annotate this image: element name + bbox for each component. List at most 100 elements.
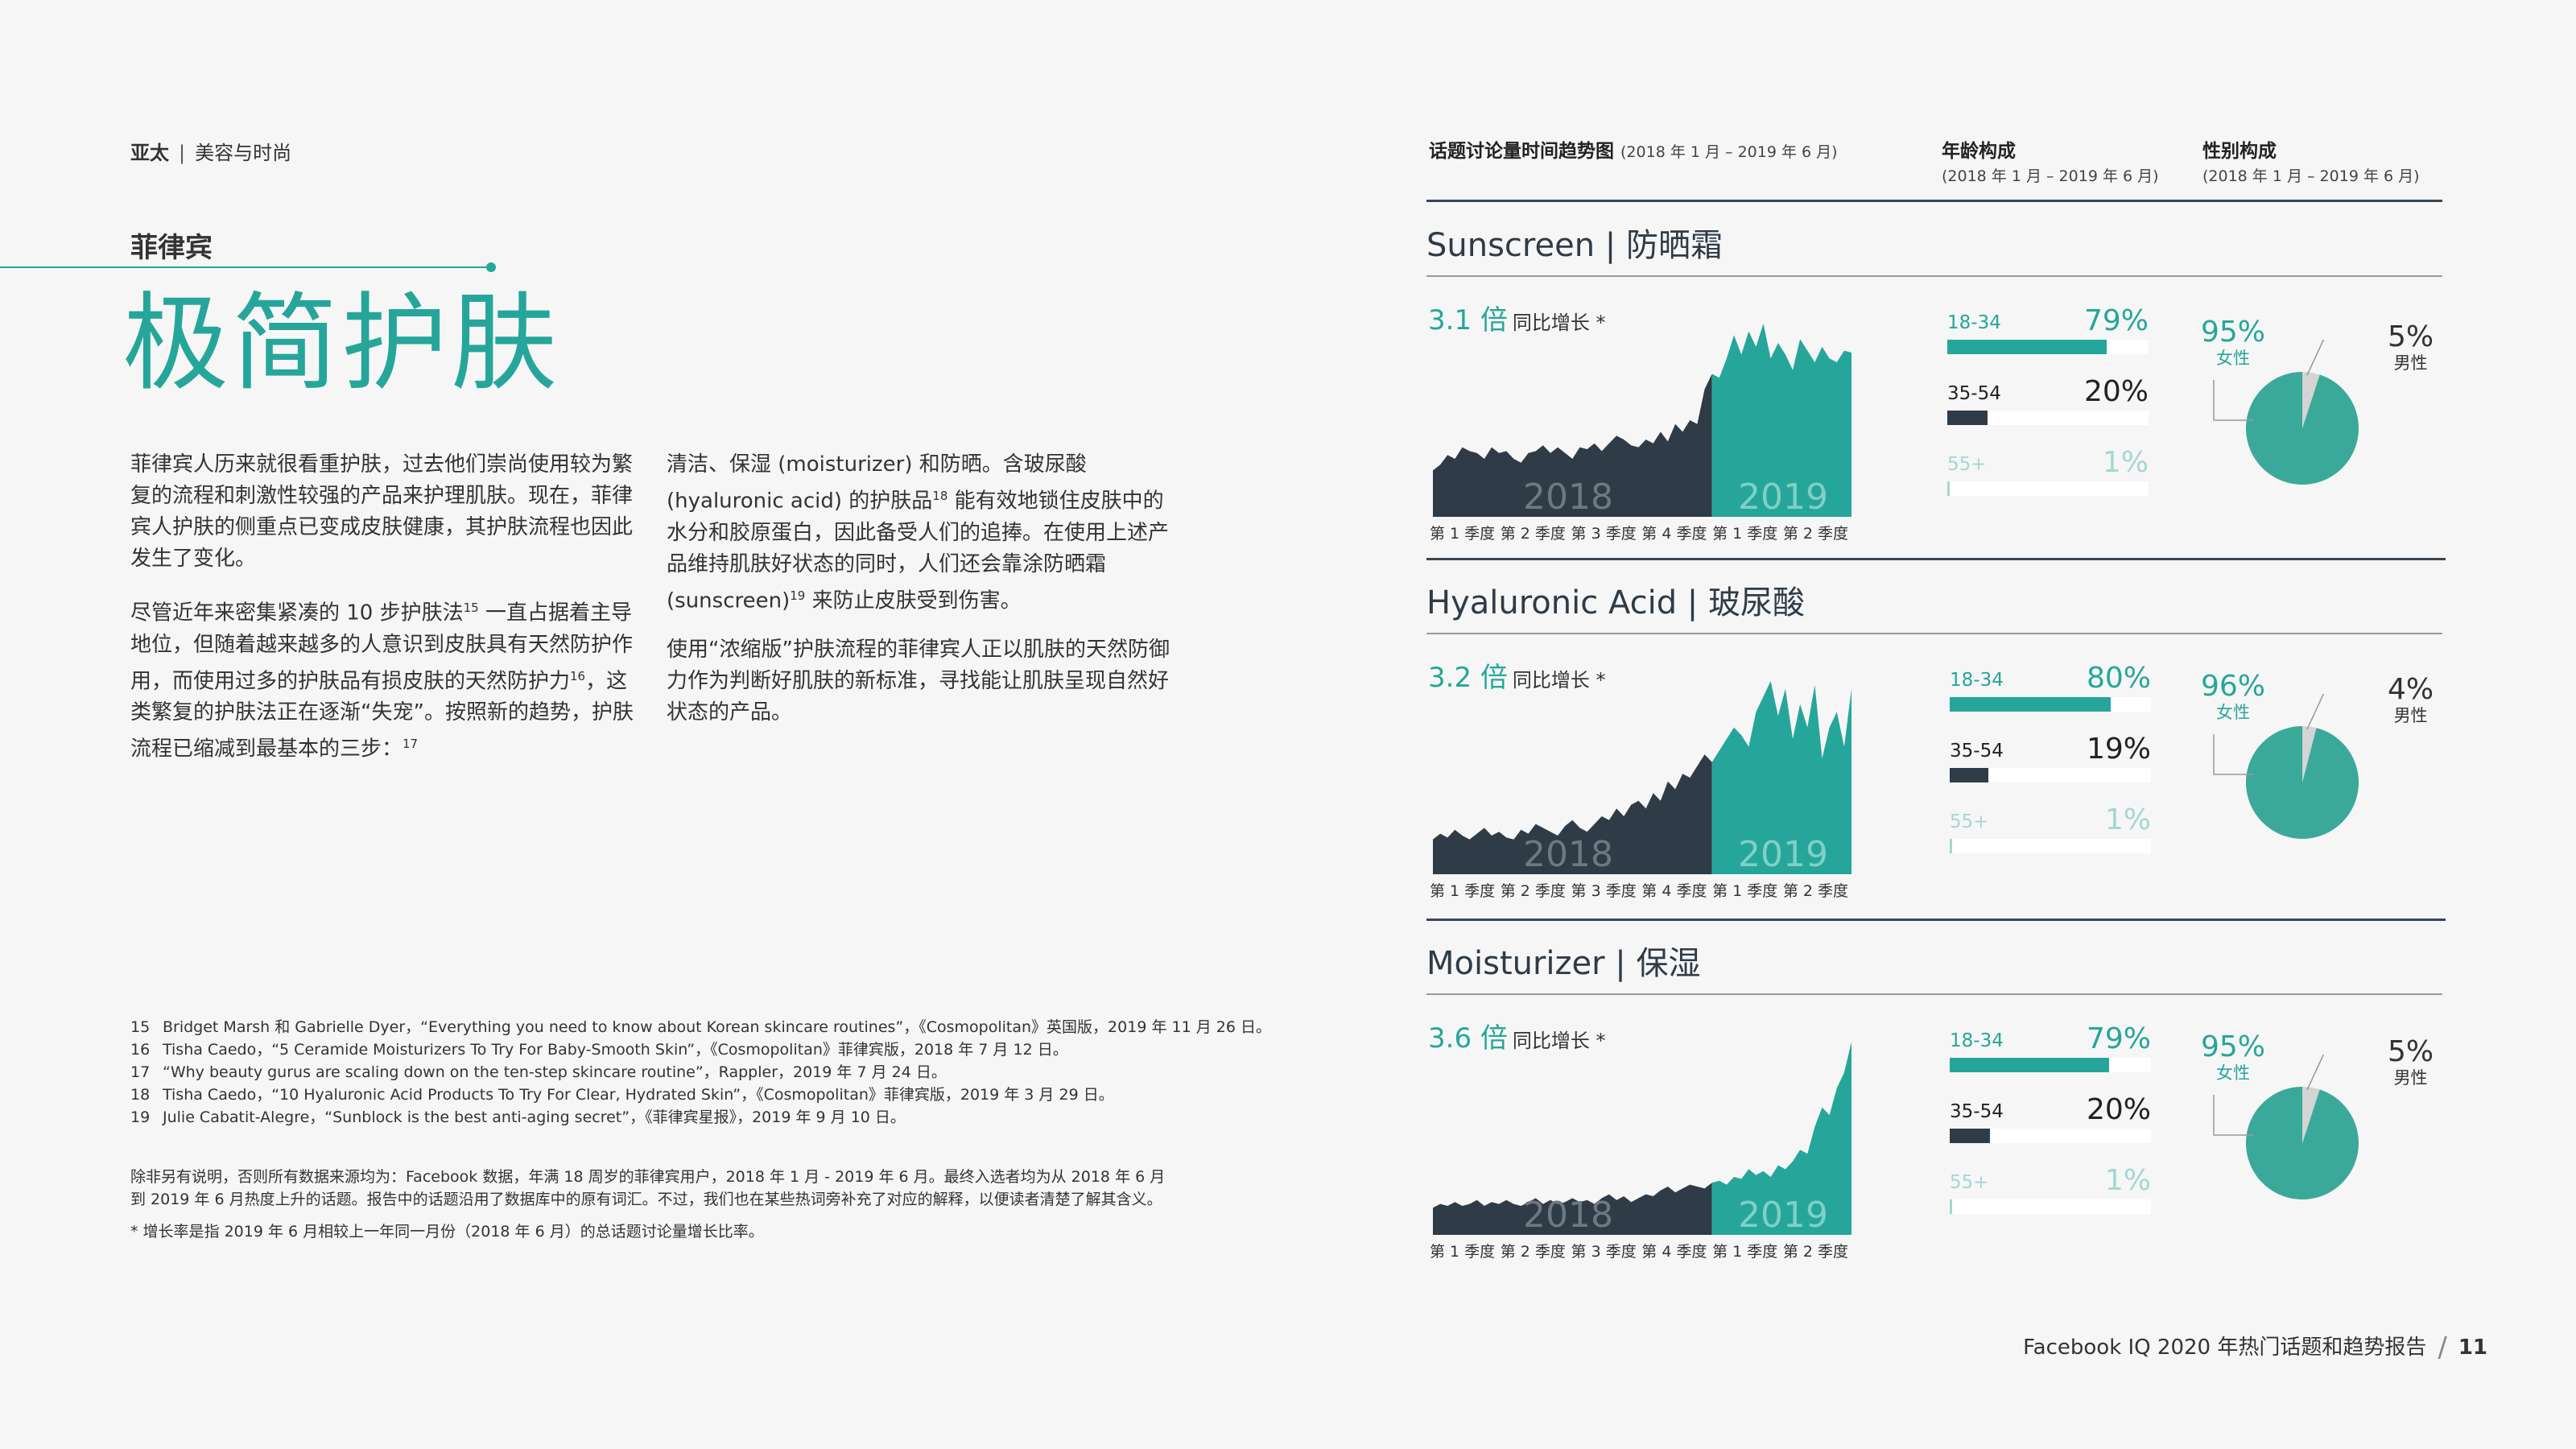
gender-column-header: 性别构成 (2018 年 1 月 – 2019 年 6 月) <box>2202 135 2420 186</box>
age-bar-track <box>1950 839 2151 853</box>
area-2019 <box>1711 681 1852 874</box>
female-pct: 95% <box>2201 316 2266 349</box>
quarter-label: 第 1 季度 <box>1712 1243 1778 1261</box>
trend-header-period: (2018 年 1 月 – 2019 年 6 月) <box>1620 143 1838 161</box>
age-bar-track <box>1947 481 2149 496</box>
area-2019 <box>1711 324 1852 517</box>
footnote-ref-17: 17 <box>402 737 419 752</box>
topic-hyaluronic-acid: Hyaluronic Acid | 玻尿酸 3.2 倍同比增长 * 2018 20… <box>1426 560 2446 921</box>
age-bar-fill <box>1950 839 1952 853</box>
breadcrumb: 亚太 | 美容与时尚 <box>130 137 291 165</box>
footnote-text: “Why beauty gurus are scaling down on th… <box>163 1063 947 1081</box>
pie-slice-male <box>2302 1087 2320 1143</box>
topic-rule <box>1426 275 2442 277</box>
female-label: 女性 <box>2216 703 2250 722</box>
footnote-number: 18 <box>130 1086 151 1104</box>
footnote-ref-19: 19 <box>790 588 806 603</box>
female-pct: 96% <box>2201 670 2266 703</box>
female-label: 女性 <box>2216 349 2250 368</box>
gender-female: 95% 女性 <box>2201 316 2265 369</box>
quarter-label: 第 2 季度 <box>1782 882 1848 900</box>
country-underline-dot <box>486 262 496 272</box>
year-label-2018: 2018 <box>1523 1195 1613 1235</box>
footnote-ref-16: 16 <box>570 668 586 683</box>
growth-multiplier: 3.6 倍同比增长 * <box>1428 1016 1606 1055</box>
female-leader-line <box>2213 734 2254 775</box>
male-label: 男性 <box>2393 706 2428 725</box>
age-bar-fill <box>1947 411 1988 425</box>
age-group-pct: 19% <box>2086 733 2151 766</box>
breadcrumb-category: 美容与时尚 <box>195 142 292 164</box>
age-group-label: 35-54 <box>1950 741 2004 762</box>
age-bar-fill <box>1947 481 1950 496</box>
trend-area-chart: 2018 2019 <box>1433 681 1852 874</box>
age-bar-track <box>1947 340 2149 354</box>
quarter-label: 第 1 季度 <box>1430 882 1496 900</box>
year-label-2019: 2019 <box>1738 834 1828 874</box>
age-group-label: 18-34 <box>1950 1030 2004 1051</box>
quarter-axis: 第 1 季度第 2 季度第 3 季度第 4 季度第 1 季度第 2 季度 <box>1430 1240 1848 1261</box>
age-group-pct: 80% <box>2086 662 2151 695</box>
topic-title: Hyaluronic Acid | 玻尿酸 <box>1426 584 1805 621</box>
growth-label: 同比增长 * <box>1512 669 1606 691</box>
growth-value: 3.6 倍 <box>1428 1022 1508 1055</box>
footer-report-title: Facebook IQ 2020 年热门话题和趋势报告 <box>2023 1335 2427 1360</box>
age-bar-fill <box>1947 340 2107 354</box>
quarter-label: 第 3 季度 <box>1571 1243 1637 1261</box>
body-column-1: 菲律宾人历来就很看重护肤，过去他们崇尚使用较为繁复的流程和刺激性较强的产品来护理… <box>130 449 646 783</box>
age-bar-fill <box>1950 1058 2109 1072</box>
p2-text-c: ，这类繁复的护肤法正在逐渐“失宠”。按照新的趋势，护肤流程已缩减到最基本的三步： <box>130 669 634 762</box>
quarter-label: 第 3 季度 <box>1571 882 1637 900</box>
age-group-label: 55+ <box>1950 1172 1989 1193</box>
male-label: 男性 <box>2393 353 2428 373</box>
male-leader-line <box>2306 1055 2325 1091</box>
quarter-label: 第 2 季度 <box>1782 1243 1848 1261</box>
pie-slice-female <box>2245 726 2359 839</box>
trend-header-title: 话题讨论量时间趋势图 <box>1429 141 1614 162</box>
age-group-pct: 20% <box>2083 375 2149 408</box>
quarter-label: 第 2 季度 <box>1782 525 1848 543</box>
growth-rate-note: * 增长率是指 2019 年 6 月相较上一年同一月份（2018 年 6 月）的… <box>130 1223 764 1241</box>
gender-male: 5% 男性 <box>2388 1035 2434 1089</box>
footnote-text: Tisha Caedo，“5 Ceramide Moisturizers To … <box>163 1041 1068 1059</box>
section-divider <box>1426 919 2446 921</box>
male-leader-line <box>2306 340 2325 376</box>
footnote-item: 16 Tisha Caedo，“5 Ceramide Moisturizers T… <box>130 1038 1193 1061</box>
footnote-number: 15 <box>130 1018 151 1036</box>
age-group-pct: 79% <box>2083 304 2149 337</box>
pie-slice-female <box>2245 372 2359 485</box>
pie-slice-male <box>2302 726 2317 782</box>
year-label-2018: 2018 <box>1523 477 1613 517</box>
area-2018 <box>1433 1183 1712 1235</box>
p3-text-a: 清洁、保湿 (moisturizer) 和防晒。含玻尿酸 (hyaluronic… <box>667 452 1087 514</box>
quarter-label: 第 1 季度 <box>1430 1243 1496 1261</box>
male-pct: 5% <box>2388 320 2434 353</box>
data-source-note: 除非另有说明，否则所有数据来源均为：Facebook 数据，年满 18 周岁的菲… <box>130 1168 1166 1208</box>
quarter-axis: 第 1 季度第 2 季度第 3 季度第 4 季度第 1 季度第 2 季度 <box>1430 522 1848 543</box>
page-number: 11 <box>2458 1335 2487 1360</box>
age-bar-track <box>1947 411 2149 425</box>
panel-top-rule <box>1426 200 2442 202</box>
quarter-label: 第 2 季度 <box>1500 1243 1566 1261</box>
quarter-label: 第 1 季度 <box>1430 525 1496 543</box>
age-bar-fill <box>1950 1199 1952 1214</box>
section-divider <box>1426 558 2446 560</box>
topic-sunscreen: Sunscreen | 防晒霜 3.1 倍同比增长 * 2018 2019 第 1… <box>1426 203 2446 560</box>
age-bar-track <box>1950 768 2151 782</box>
gender-pie-chart <box>2213 340 2359 485</box>
age-group-label: 35-54 <box>1947 383 2001 404</box>
footnote-number: 17 <box>130 1063 151 1081</box>
age-group-label: 18-34 <box>1950 670 2004 691</box>
male-leader-line <box>2306 694 2325 730</box>
footer-slash: / <box>2438 1331 2447 1364</box>
topic-rule <box>1426 633 2442 634</box>
footnote-item: 19 Julie Cabatit-Alegre，“Sunblock is the … <box>130 1106 1193 1129</box>
topic-title: Moisturizer | 保湿 <box>1426 945 1701 982</box>
footnote-ref-18: 18 <box>932 489 948 503</box>
body-paragraph-2: 尽管近年来密集紧凑的 10 步护肤法15 一直占据着主导地位，但随着越来越多的人… <box>130 592 646 766</box>
footnote-text: Julie Cabatit-Alegre，“Sunblock is the be… <box>163 1108 906 1126</box>
topic-rule <box>1426 993 2442 995</box>
age-bar-fill <box>1950 768 1988 782</box>
topic-moisturizer: Moisturizer | 保湿 3.6 倍同比增长 * 2018 2019 第 … <box>1426 921 2446 1275</box>
gender-female: 95% 女性 <box>2201 1030 2265 1084</box>
